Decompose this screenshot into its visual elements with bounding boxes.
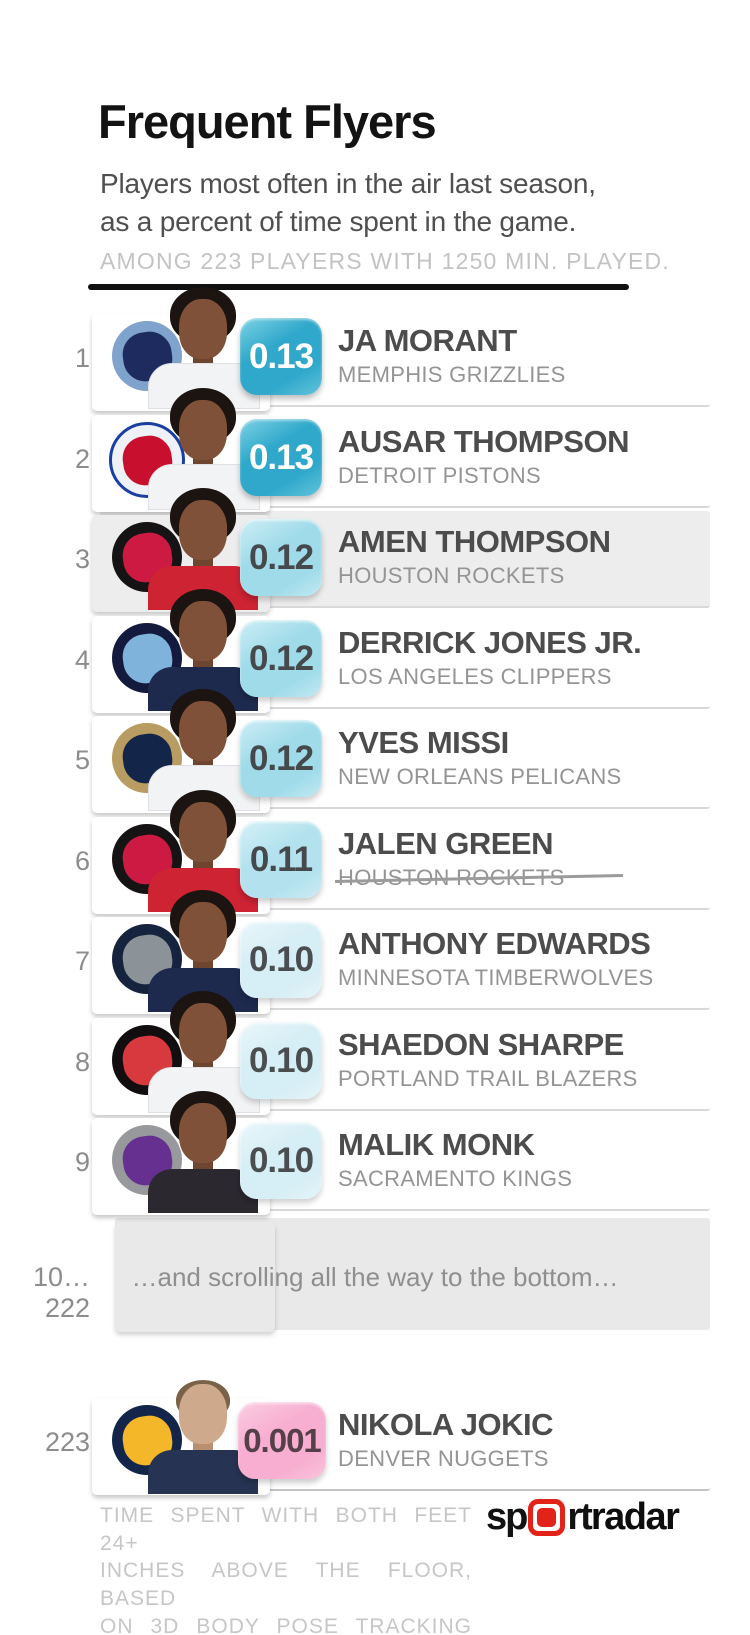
avatar-head (179, 601, 227, 661)
player-text: JA MORANT MEMPHIS GRIZZLIES (338, 324, 566, 388)
player-text: NIKOLA JOKIC DENVER NUGGETS (338, 1407, 554, 1472)
player-photo (146, 589, 260, 711)
avatar-jersey (148, 1169, 258, 1213)
rank-label: 8 (74, 1047, 90, 1077)
value-badge: 0.10 (240, 921, 322, 998)
value-badge: 0.12 (240, 620, 322, 697)
brand-text-radar: radar (590, 1496, 680, 1538)
player-text: SHAEDON SHARPE PORTLAND TRAIL BLAZERS (338, 1028, 638, 1092)
player-team: LOS ANGELES CLIPPERS (338, 664, 612, 689)
player-row-5: 5 0.12 YVES MISSI NEW ORLEANS PELICANS (0, 689, 750, 813)
value-badge: 0.12 (240, 519, 322, 596)
value-badge: 0.10 (240, 1022, 322, 1099)
player-row-2: 2 0.13 AUSAR THOMPSON DETROIT PISTONS (0, 388, 750, 512)
brand-text-sp: sp (486, 1496, 528, 1538)
player-name: ANTHONY EDWARDS (338, 926, 651, 961)
avatar-head (179, 1384, 227, 1444)
player-text: JALEN GREEN HOUSTON ROCKETS (335, 826, 623, 891)
avatar-head (179, 1103, 227, 1163)
note-line-1: TIME SPENT WITH BOTH FEET 24+ (100, 1504, 472, 1555)
player-team: HOUSTON ROCKETS (338, 563, 565, 588)
player-name: DERRICK JONES JR. (338, 625, 642, 660)
note-line-2: INCHES ABOVE THE FLOOR, BASED (100, 1559, 472, 1611)
player-text: DERRICK JONES JR. LOS ANGELES CLIPPERS (338, 625, 642, 690)
rank-label: 5 (74, 745, 90, 775)
player-row-1: 1 0.13 JA MORANT MEMPHIS GRIZZLIES (0, 287, 750, 411)
player-name: SHAEDON SHARPE (338, 1027, 624, 1062)
brand-o-core (537, 1508, 557, 1527)
value-badge: 0.11 (240, 821, 322, 898)
player-team: HOUSTON ROCKETS (335, 865, 623, 891)
player-team: NEW ORLEANS PELICANS (338, 764, 622, 789)
skip-caption: …and scrolling all the way to the bottom… (131, 1262, 619, 1292)
player-row-6: 6 0.11 JALEN GREEN HOUSTON ROCKETS (0, 790, 750, 914)
avatar-head (179, 299, 227, 359)
qualifier-text: AMONG 223 PLAYERS WITH 1250 MIN. PLAYED. (100, 248, 670, 274)
value-badge: 0.13 (240, 318, 322, 395)
avatar-head (179, 802, 227, 862)
avatar-head (179, 400, 227, 460)
value-badge: 0.12 (240, 720, 322, 797)
player-row-8: 8 0.10 SHAEDON SHARPE PORTLAND TRAIL BLA… (0, 991, 750, 1115)
header-rule (88, 284, 629, 290)
player-text: AUSAR THOMPSON DETROIT PISTONS (338, 425, 629, 489)
page-title: Frequent Flyers (98, 95, 437, 148)
subtitle-line-1: Players most often in the air last seaso… (100, 168, 596, 199)
sportradar-logo: sp rt radar (486, 1496, 680, 1539)
rank-label: 9 (74, 1147, 90, 1177)
player-row-4: 4 0.12 DERRICK JONES JR. LOS ANGELES CLI… (0, 589, 750, 713)
rank-label: 1 (74, 343, 90, 373)
player-team: DETROIT PISTONS (338, 463, 541, 488)
player-text: ANTHONY EDWARDS MINNESOTA TIMBERWOLVES (338, 927, 653, 991)
player-text: YVES MISSI NEW ORLEANS PELICANS (338, 726, 622, 790)
player-name: JALEN GREEN (338, 826, 553, 861)
avatar-head (179, 1003, 227, 1063)
value-badge: 0.10 (240, 1122, 322, 1199)
player-photo (146, 890, 260, 1012)
player-team: SACRAMENTO KINGS (338, 1166, 573, 1191)
player-team: PORTLAND TRAIL BLAZERS (338, 1066, 638, 1091)
player-team: MEMPHIS GRIZZLIES (338, 362, 566, 387)
player-name: AMEN THOMPSON (338, 524, 611, 559)
rank-label: 3 (74, 544, 90, 574)
player-team: DENVER NUGGETS (338, 1446, 549, 1471)
player-name: JA MORANT (338, 323, 517, 358)
player-name: MALIK MONK (338, 1127, 535, 1162)
player-photo (146, 1091, 260, 1213)
player-row-3: 3 0.12 AMEN THOMPSON HOUSTON ROCKETS (0, 488, 750, 612)
player-row-7: 7 0.10 ANTHONY EDWARDS MINNESOTA TIMBERW… (0, 890, 750, 1014)
avatar-head (179, 500, 227, 560)
rank-label: 223 (44, 1427, 90, 1457)
value-badge: 0.001 (238, 1402, 326, 1479)
player-team: MINNESOTA TIMBERWOLVES (338, 965, 654, 990)
rank-label: 7 (74, 946, 90, 976)
player-row-223: 223 0.001 NIKOLA JOKIC DENVER NUGGETS (0, 1380, 750, 1495)
methodology-note: TIME SPENT WITH BOTH FEET 24+ INCHES ABO… (100, 1502, 472, 1635)
skipped-ranks-row: 10…222 …and scrolling all the way to the… (0, 1214, 750, 1338)
brand-text-rt: rt (567, 1496, 592, 1538)
player-row-9: 9 0.10 MALIK MONK SACRAMENTO KINGS (0, 1091, 750, 1215)
player-text: AMEN THOMPSON HOUSTON ROCKETS (338, 525, 611, 589)
player-name: YVES MISSI (338, 725, 509, 760)
rank-label: 4 (74, 645, 90, 675)
rank-range-label: 10…222 (32, 1262, 90, 1323)
rank-label: 2 (74, 444, 90, 474)
brand-o-icon (528, 1499, 566, 1536)
subtitle-line-2: as a percent of time spent in the game. (100, 206, 577, 237)
player-text: MALIK MONK SACRAMENTO KINGS (338, 1128, 572, 1192)
player-name: AUSAR THOMPSON (338, 424, 629, 459)
skip-plate (115, 1222, 275, 1332)
rank-label: 6 (74, 846, 90, 876)
player-name: NIKOLA JOKIC (338, 1407, 554, 1442)
value-badge: 0.13 (240, 419, 322, 496)
avatar-head (179, 902, 227, 962)
avatar-head (179, 701, 227, 761)
note-line-3: ON 3D BODY POSE TRACKING DATA. (100, 1614, 472, 1635)
